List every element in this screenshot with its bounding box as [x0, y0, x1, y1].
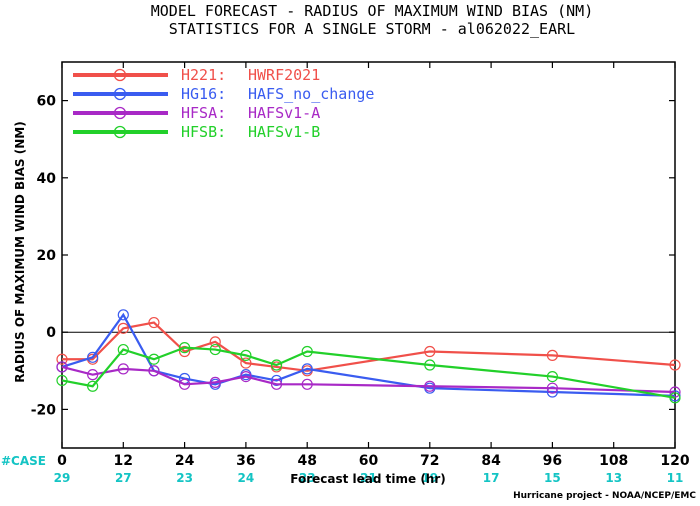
data-point	[209, 376, 221, 388]
legend-marker	[113, 125, 127, 139]
case-count: 24	[238, 471, 255, 485]
x-tick-label: 12	[114, 453, 133, 469]
legend-desc: HAFS_no_change	[248, 85, 374, 103]
series-hafsv1-b	[56, 342, 681, 404]
y-tick-label: 20	[37, 248, 57, 264]
data-point	[56, 374, 68, 387]
data-point	[546, 349, 559, 361]
series-line	[61, 346, 676, 399]
case-count: 11	[667, 471, 684, 485]
x-tick-label: 108	[599, 453, 628, 469]
data-point	[179, 345, 191, 358]
data-point	[148, 365, 160, 377]
case-count: 19	[421, 471, 438, 485]
data-point	[87, 380, 99, 392]
data-point	[270, 359, 283, 371]
data-point	[240, 349, 252, 361]
data-point	[209, 343, 221, 356]
x-tick-label: 120	[660, 453, 689, 469]
legend-desc: HAFSv1-A	[248, 104, 320, 122]
data-point	[209, 336, 221, 348]
case-count: 23	[299, 471, 316, 485]
legend-entry: HG16: HAFS_no_change	[73, 85, 374, 103]
x-tick-label: 72	[420, 453, 439, 469]
data-point	[301, 378, 313, 390]
case-count: 27	[115, 471, 132, 485]
data-point	[669, 359, 681, 371]
series-line	[62, 321, 676, 372]
legend-model: HG16:	[181, 85, 226, 103]
legend-desc: HWRF2021	[248, 66, 320, 84]
chart-title: MODEL FORECAST - RADIUS OF MAXIMUM WIND …	[151, 2, 594, 20]
legend-marker	[113, 68, 127, 82]
series-lines	[56, 309, 681, 404]
legend-model: HFSA:	[181, 104, 226, 122]
data-point	[179, 342, 191, 354]
y-axis-label: RADIUS OF MAXIMUM WIND BIAS (NM)	[13, 121, 27, 382]
data-point	[148, 316, 160, 329]
data-point	[669, 392, 681, 404]
case-count: 13	[605, 471, 622, 485]
legend-entry: HFSB: HAFSv1-B	[73, 123, 320, 141]
data-point	[87, 351, 99, 363]
data-point	[117, 309, 129, 321]
data-point	[424, 380, 436, 392]
data-point	[270, 378, 283, 390]
data-point	[240, 370, 252, 383]
y-tick-label: 60	[37, 94, 57, 110]
data-point	[301, 345, 313, 358]
x-tick-label: 36	[236, 453, 255, 469]
y-tick-label: -20	[31, 402, 57, 418]
legend-marker	[113, 106, 127, 120]
data-point	[301, 363, 313, 375]
data-point	[56, 353, 68, 365]
data-point	[240, 357, 252, 369]
legend-model: HFSB:	[181, 123, 226, 141]
x-tick-label: 60	[359, 453, 379, 469]
y-tick-label: 0	[46, 325, 56, 341]
legend: H221: HWRF2021 HG16: HAFS_no_change HFSA: HAF…	[73, 66, 374, 141]
data-point	[117, 363, 129, 375]
data-point	[148, 353, 160, 365]
data-point	[87, 369, 99, 381]
data-point	[56, 361, 68, 373]
data-point	[179, 378, 191, 390]
case-count: 17	[483, 471, 500, 485]
data-point	[270, 374, 283, 387]
x-tick-label: 0	[57, 453, 67, 469]
case-count: 23	[176, 471, 193, 485]
data-point	[546, 370, 559, 383]
x-tick-label: 24	[175, 453, 195, 469]
case-count: 21	[360, 471, 377, 485]
data-point	[424, 345, 436, 358]
data-point	[117, 322, 129, 334]
data-point	[546, 386, 559, 398]
x-axis-label: Forecast lead time (hr)	[290, 472, 446, 486]
y-tick-label: 40	[37, 171, 57, 187]
x-tick-label: 48	[297, 453, 316, 469]
credit-line: Hurricane project - NOAA/NCEP/EMC	[513, 491, 696, 501]
legend-model: H221:	[181, 66, 226, 84]
legend-entry: HFSA: HAFSv1-A	[73, 104, 320, 122]
plot-area: -20 0 20 40 60 0 12 24 36 48 60 72 84 96 108 120	[31, 61, 690, 469]
legend-marker	[113, 87, 127, 101]
case-counts: 29 27 23 24 23 21 19 17 15 13 11	[54, 471, 684, 485]
case-label: #CASE	[1, 454, 46, 468]
data-point	[424, 359, 436, 371]
case-count: 29	[54, 471, 71, 485]
legend-desc: HAFSv1-B	[248, 123, 320, 141]
series-hafsv1-a	[56, 361, 681, 398]
data-point	[117, 343, 129, 356]
legend-entry: H221: HWRF2021	[73, 66, 320, 84]
case-count: 15	[544, 471, 561, 485]
data-point	[546, 382, 559, 394]
x-tick-label: 96	[543, 453, 562, 469]
x-tick-label: 84	[481, 453, 501, 469]
chart-subtitle: STATISTICS FOR A SINGLE STORM - al062022…	[169, 20, 575, 38]
